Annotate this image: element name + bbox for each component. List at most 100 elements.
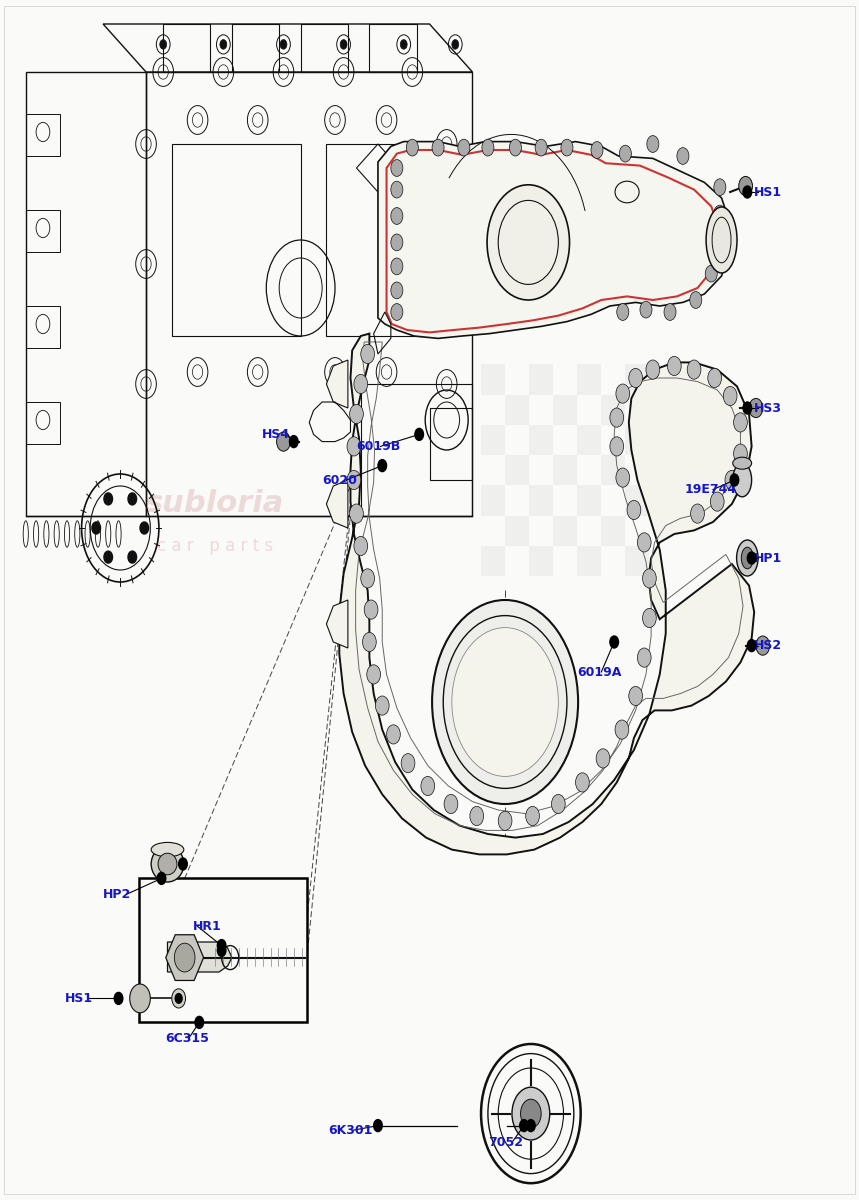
Ellipse shape (733, 457, 752, 469)
Circle shape (617, 304, 629, 320)
Ellipse shape (706, 206, 737, 272)
Bar (26, 114, 60, 156)
Text: 6K301: 6K301 (328, 1124, 373, 1136)
Bar (553, 455, 577, 485)
Circle shape (616, 384, 630, 403)
Text: 6019A: 6019A (577, 666, 622, 678)
Polygon shape (326, 600, 348, 648)
Circle shape (637, 648, 651, 667)
Ellipse shape (741, 547, 753, 569)
Circle shape (640, 301, 652, 318)
Circle shape (350, 504, 363, 523)
Circle shape (470, 806, 484, 826)
Ellipse shape (151, 846, 184, 882)
Circle shape (629, 686, 643, 706)
Circle shape (114, 992, 123, 1004)
Polygon shape (168, 942, 232, 972)
Text: HR1: HR1 (193, 920, 222, 932)
Circle shape (627, 500, 641, 520)
Circle shape (487, 185, 570, 300)
Bar (430, 408, 472, 480)
Text: HS4: HS4 (262, 428, 290, 440)
Circle shape (391, 208, 403, 224)
Circle shape (361, 569, 375, 588)
Circle shape (691, 504, 704, 523)
Circle shape (705, 265, 717, 282)
Circle shape (520, 1120, 528, 1132)
Circle shape (391, 258, 403, 275)
Circle shape (444, 794, 458, 814)
Text: HS1: HS1 (64, 992, 93, 1004)
Circle shape (610, 437, 624, 456)
Bar (529, 425, 553, 455)
Circle shape (708, 368, 722, 388)
Circle shape (535, 139, 547, 156)
Bar (481, 546, 505, 576)
Circle shape (391, 282, 403, 299)
Bar (601, 516, 625, 546)
Circle shape (128, 551, 137, 563)
Circle shape (217, 940, 226, 952)
Text: HS1: HS1 (753, 186, 782, 198)
Polygon shape (378, 142, 728, 338)
Circle shape (526, 806, 539, 826)
Circle shape (730, 474, 739, 486)
Circle shape (664, 304, 676, 320)
Circle shape (610, 636, 618, 648)
Bar (26, 210, 60, 252)
Circle shape (714, 234, 726, 251)
Circle shape (743, 402, 752, 414)
Bar (577, 485, 601, 516)
Circle shape (128, 493, 137, 505)
Circle shape (92, 522, 101, 534)
Circle shape (195, 1016, 204, 1028)
Bar (301, 24, 348, 72)
Circle shape (677, 148, 689, 164)
Circle shape (690, 292, 702, 308)
Text: 6C315: 6C315 (165, 1032, 209, 1044)
Text: HP2: HP2 (103, 888, 131, 900)
Bar (529, 365, 553, 395)
Circle shape (364, 600, 378, 619)
Circle shape (591, 142, 603, 158)
Bar (505, 395, 529, 425)
Text: subloria: subloria (145, 490, 284, 518)
Circle shape (172, 989, 186, 1008)
Circle shape (157, 872, 166, 884)
Bar (601, 455, 625, 485)
Circle shape (347, 470, 361, 490)
Circle shape (367, 665, 381, 684)
Circle shape (482, 139, 494, 156)
Text: 19E744: 19E744 (685, 484, 737, 496)
Circle shape (375, 696, 389, 715)
Circle shape (406, 139, 418, 156)
Text: 6020: 6020 (322, 474, 357, 486)
Ellipse shape (737, 540, 758, 576)
Circle shape (629, 368, 643, 388)
Text: HS2: HS2 (753, 640, 782, 652)
Circle shape (289, 436, 298, 448)
Text: c a r   p a r t s: c a r p a r t s (156, 538, 273, 554)
Circle shape (646, 360, 660, 379)
Circle shape (391, 181, 403, 198)
Circle shape (401, 754, 415, 773)
Circle shape (452, 628, 558, 776)
Circle shape (527, 1120, 535, 1132)
Bar (369, 24, 417, 72)
Bar (326, 144, 438, 336)
Circle shape (174, 943, 195, 972)
Circle shape (734, 444, 747, 463)
Circle shape (637, 533, 651, 552)
Circle shape (596, 749, 610, 768)
Circle shape (280, 40, 287, 49)
Circle shape (749, 398, 763, 418)
Circle shape (521, 1099, 541, 1128)
Bar (601, 395, 625, 425)
Bar (481, 425, 505, 455)
Circle shape (354, 536, 368, 556)
Circle shape (140, 522, 149, 534)
Circle shape (747, 552, 756, 564)
Circle shape (619, 145, 631, 162)
Circle shape (374, 1120, 382, 1132)
Circle shape (220, 40, 227, 49)
